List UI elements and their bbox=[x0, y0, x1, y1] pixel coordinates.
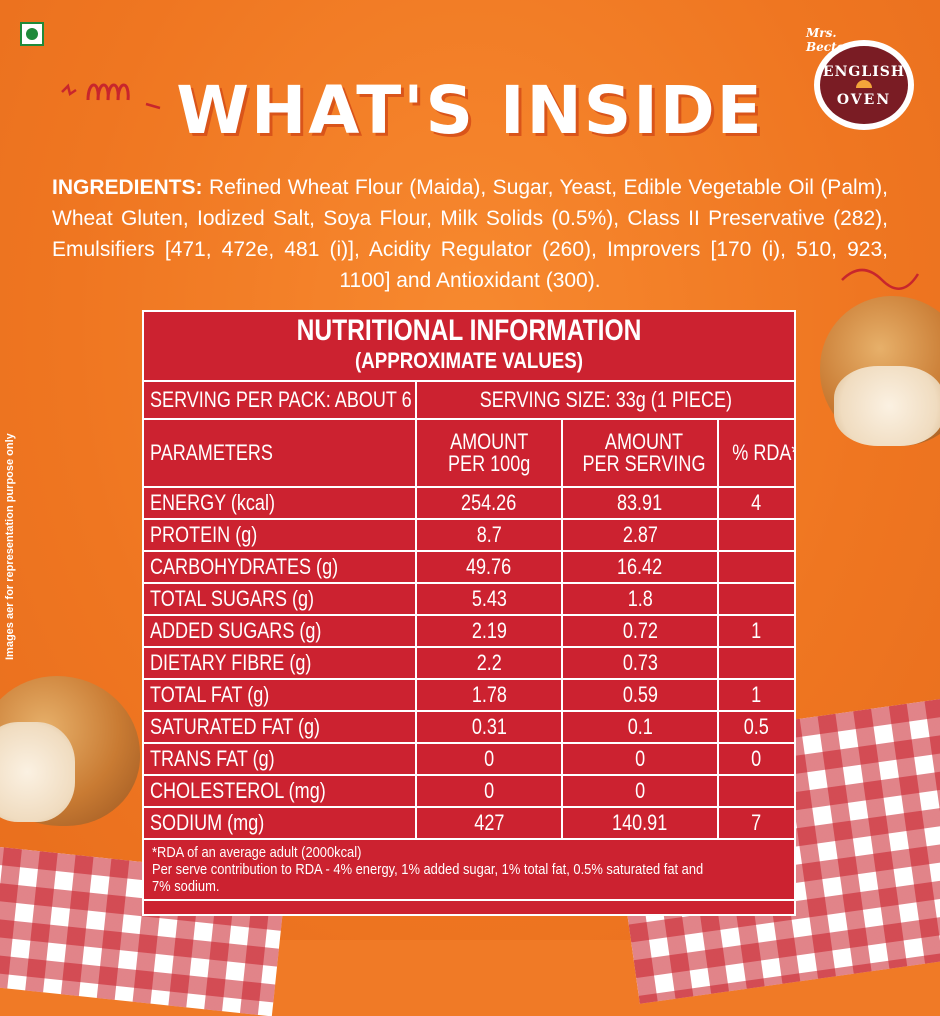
amount-per-100g: 2.19 bbox=[415, 614, 563, 648]
amount-per-100g: 5.43 bbox=[415, 582, 563, 616]
nutrient-name: SATURATED FAT (g) bbox=[144, 710, 417, 744]
nutrient-name: TOTAL FAT (g) bbox=[144, 678, 417, 712]
english-oven-logo-icon: ENGLISH OVEN bbox=[814, 40, 914, 130]
disclaimer-text: Images aer for representation purpose on… bbox=[4, 433, 16, 660]
nutrition-row: PROTEIN (g) 8.7 2.87 bbox=[144, 518, 795, 552]
footnote-line-3: 7% sodium. bbox=[152, 878, 220, 895]
brand-line-1: ENGLISH bbox=[822, 64, 906, 80]
rda-percent: 0 bbox=[716, 742, 795, 776]
amount-per-serving: 0 bbox=[561, 774, 719, 808]
amount-per-100g: 0 bbox=[415, 774, 563, 808]
rda-percent bbox=[716, 518, 795, 552]
ingredients-label: INGREDIENTS: bbox=[52, 176, 203, 199]
nutrient-name: TOTAL SUGARS (g) bbox=[144, 582, 417, 616]
nutrition-row: SATURATED FAT (g) 0.31 0.1 0.5 bbox=[144, 710, 795, 744]
nutrition-row: TRANS FAT (g) 0 0 0 bbox=[144, 742, 795, 776]
rda-percent bbox=[716, 582, 795, 616]
amount-per-serving: 0.73 bbox=[561, 646, 719, 680]
nutrient-name: DIETARY FIBRE (g) bbox=[144, 646, 417, 680]
amount-per-100g: 1.78 bbox=[415, 678, 563, 712]
column-header-rda: % RDA* bbox=[716, 418, 795, 488]
nutrition-row: SODIUM (mg) 427 140.91 7 bbox=[144, 806, 795, 840]
rda-percent: 1 bbox=[716, 614, 795, 648]
nutrition-row: CARBOHYDRATES (g) 49.76 16.42 bbox=[144, 550, 795, 584]
nutrient-name: PROTEIN (g) bbox=[144, 518, 417, 552]
nutrition-row: TOTAL FAT (g) 1.78 0.59 1 bbox=[144, 678, 795, 712]
rda-percent: 0.5 bbox=[716, 710, 795, 744]
nutrition-table: NUTRITIONAL INFORMATION (APPROXIMATE VAL… bbox=[142, 310, 796, 916]
nutrient-name: SODIUM (mg) bbox=[144, 806, 417, 840]
amount-per-100g: 427 bbox=[415, 806, 563, 840]
nutrition-header: NUTRITIONAL INFORMATION (APPROXIMATE VAL… bbox=[144, 312, 794, 382]
squiggle-decoration-icon bbox=[61, 83, 161, 110]
rda-percent: 4 bbox=[716, 487, 795, 520]
nutrient-name: CHOLESTEROL (mg) bbox=[144, 774, 417, 808]
nutrient-name: ADDED SUGARS (g) bbox=[144, 614, 417, 648]
amount-per-100g: 0 bbox=[415, 742, 563, 776]
nutrient-name: CARBOHYDRATES (g) bbox=[144, 550, 417, 584]
nutrient-name: ENERGY (kcal) bbox=[144, 487, 417, 520]
amount-per-serving: 140.91 bbox=[561, 806, 719, 840]
swirl-decoration-icon bbox=[841, 268, 920, 290]
amount-per-serving: 0.59 bbox=[561, 678, 719, 712]
serving-size: SERVING SIZE: 33g (1 PIECE) bbox=[414, 382, 795, 420]
footnote-line-2: Per serve contribution to RDA - 4% energ… bbox=[152, 861, 704, 878]
rda-percent: 7 bbox=[716, 806, 795, 840]
amount-per-serving: 1.8 bbox=[561, 582, 719, 616]
amount-per-serving: 2.87 bbox=[561, 518, 719, 552]
column-header-per-100g: AMOUNT PER 100g bbox=[415, 418, 563, 488]
column-header-parameters: PARAMETERS bbox=[144, 418, 417, 488]
brand-line-2: OVEN bbox=[836, 92, 892, 108]
page-title: WHAT'S INSIDE bbox=[176, 72, 764, 149]
nutrition-subtitle: (APPROXIMATE VALUES) bbox=[355, 348, 583, 373]
bread-bun-image-left bbox=[0, 676, 140, 826]
ingredients-list: Refined Wheat Flour (Maida), Sugar, Yeas… bbox=[52, 176, 888, 292]
amount-per-serving: 0 bbox=[561, 742, 719, 776]
amount-per-100g: 0.31 bbox=[415, 710, 563, 744]
rda-percent bbox=[716, 646, 795, 680]
rda-percent bbox=[716, 774, 795, 808]
nutrition-row: ADDED SUGARS (g) 2.19 0.72 1 bbox=[144, 614, 795, 648]
amount-per-serving: 0.72 bbox=[561, 614, 719, 648]
rda-percent bbox=[716, 550, 795, 584]
column-header-per-serving: AMOUNT PER SERVING bbox=[561, 418, 719, 488]
veg-symbol-icon bbox=[20, 22, 44, 46]
serving-per-pack: SERVING PER PACK: ABOUT 6 bbox=[144, 382, 417, 420]
nutrition-title: NUTRITIONAL INFORMATION bbox=[296, 314, 642, 347]
nutrition-row: DIETARY FIBRE (g) 2.2 0.73 bbox=[144, 646, 795, 680]
amount-per-serving: 83.91 bbox=[561, 487, 719, 520]
nutrition-row: ENERGY (kcal) 254.26 83.91 4 bbox=[144, 487, 795, 520]
nutrition-row: TOTAL SUGARS (g) 5.43 1.8 bbox=[144, 582, 795, 616]
ingredients-text: INGREDIENTS: Refined Wheat Flour (Maida)… bbox=[52, 172, 888, 296]
nutrition-footnote: *RDA of an average adult (2000kcal) Per … bbox=[144, 839, 795, 901]
nutrient-name: TRANS FAT (g) bbox=[144, 742, 417, 776]
nutrition-row: CHOLESTEROL (mg) 0 0 bbox=[144, 774, 795, 808]
brand-logo: Mrs. Bector's ENGLISH OVEN bbox=[806, 14, 924, 132]
rda-percent: 1 bbox=[716, 678, 795, 712]
amount-per-serving: 0.1 bbox=[561, 710, 719, 744]
amount-per-100g: 8.7 bbox=[415, 518, 563, 552]
amount-per-100g: 49.76 bbox=[415, 550, 563, 584]
amount-per-100g: 254.26 bbox=[415, 487, 563, 520]
amount-per-serving: 16.42 bbox=[561, 550, 719, 584]
footnote-line-1: *RDA of an average adult (2000kcal) bbox=[152, 844, 362, 861]
bread-bun-image-right bbox=[820, 296, 940, 446]
amount-per-100g: 2.2 bbox=[415, 646, 563, 680]
